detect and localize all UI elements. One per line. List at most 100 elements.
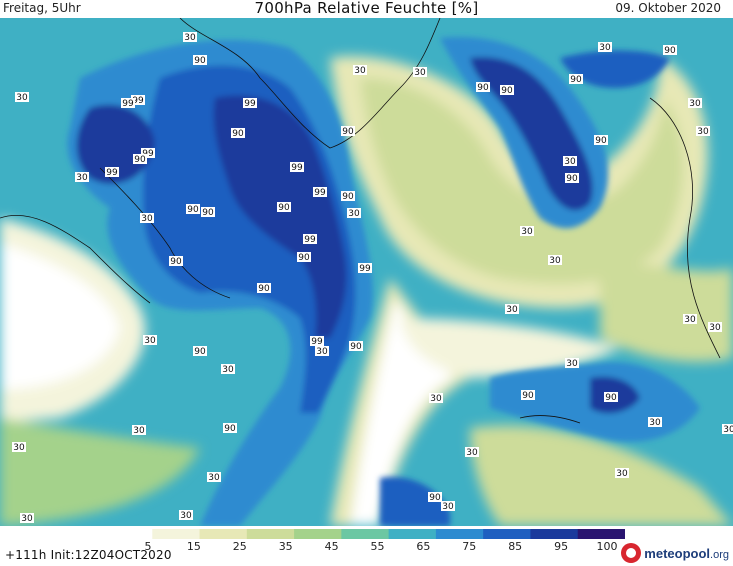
contour-label-background <box>169 256 183 266</box>
colorbar-tick-label: 95 <box>554 540 569 553</box>
contour-label: 90 <box>570 75 582 85</box>
contour-label-background <box>243 98 257 108</box>
contour-label: 30 <box>348 209 360 219</box>
contour-label-background <box>133 154 147 164</box>
saturated-core-northwest <box>213 95 347 338</box>
contour-label: 30 <box>723 425 733 435</box>
contour-label: 30 <box>684 315 696 325</box>
contour-label-background <box>143 335 157 345</box>
contour-label: 30 <box>649 418 661 428</box>
colorbar-segment <box>435 529 484 539</box>
contour-label: 90 <box>258 284 270 294</box>
contour-label: 90 <box>202 208 214 218</box>
contour-label-background <box>347 208 361 218</box>
contour-label: 90 <box>342 192 354 202</box>
contour-label: 30 <box>549 256 561 266</box>
colorbar-tick-label: 85 <box>508 540 523 553</box>
contour-label-background <box>465 447 479 457</box>
contour-label-background <box>313 187 327 197</box>
contour-label-background <box>341 191 355 201</box>
contour-label-background <box>441 501 455 511</box>
contour-label: 30 <box>180 511 192 521</box>
contour-label: 30 <box>133 426 145 436</box>
contour-label-background <box>105 167 119 177</box>
contour-label-background <box>15 92 29 102</box>
colorbar-segment <box>388 529 437 539</box>
model-run-info: +111h Init:12Z04OCT2020 <box>5 548 172 562</box>
forecast-day-label: Freitag, 5Uhr <box>3 1 81 15</box>
saturated-core-northeast <box>470 57 593 211</box>
contour-label: 99 <box>106 168 118 178</box>
contour-label-background <box>708 322 722 332</box>
contour-label-background <box>683 314 697 324</box>
contour-label-background <box>231 128 245 138</box>
contour-label-background <box>12 442 26 452</box>
very-dry-region-west <box>0 243 120 390</box>
colorbar-tick-label: 45 <box>324 540 339 553</box>
dry-region-east <box>600 265 733 362</box>
iceland-coastline <box>519 415 581 424</box>
contour-label-background <box>179 510 193 520</box>
forecast-date-label: 09. Oktober 2020 <box>615 1 721 15</box>
contour-label: 99 <box>359 264 371 274</box>
contour-label-background <box>315 346 329 356</box>
chart-footer: 5 15 25 35 45 55 65 75 85 95 100 +111h Init:12Z04O… <box>0 526 733 566</box>
chart-title: 700hPa Relative Feuchte [%] <box>254 0 479 17</box>
contour-label: 30 <box>616 469 628 479</box>
contour-label-background <box>476 82 490 92</box>
contour-label-background <box>349 341 363 351</box>
contour-label: 90 <box>194 56 206 66</box>
contour-label: 90 <box>605 393 617 403</box>
contour-label: 30 <box>414 68 426 78</box>
contour-label: 30 <box>141 214 153 224</box>
contour-label-background <box>341 126 355 136</box>
moist-cell-north <box>560 50 670 88</box>
contour-label-background <box>201 207 215 217</box>
colorbar-tick-label: 35 <box>278 540 293 553</box>
contour-label: 90 <box>595 136 607 146</box>
contour-label-background <box>290 162 304 172</box>
contour-label: 30 <box>566 359 578 369</box>
contour-label-background <box>132 425 146 435</box>
contour-label: 90 <box>232 129 244 139</box>
contour-label-background <box>648 417 662 427</box>
meteopool-logo[interactable]: meteopool.org <box>621 542 729 564</box>
contour-label: 90 <box>224 424 236 434</box>
contour-label-background <box>500 85 514 95</box>
colorbar-segment <box>483 529 531 539</box>
contour-label: 30 <box>521 227 533 237</box>
contour-label: 30 <box>13 443 25 453</box>
contour-label-background <box>20 513 34 523</box>
moist-cell-south <box>380 477 450 526</box>
colorbar-tick-label: 100 <box>596 540 618 553</box>
contour-label: 30 <box>466 448 478 458</box>
contour-label: 99 <box>291 163 303 173</box>
contour-label: 30 <box>506 305 518 315</box>
contour-label-background <box>131 95 145 105</box>
contour-label-background <box>183 32 197 42</box>
logo-text: meteopool.org <box>644 546 729 561</box>
contour-label: 90 <box>501 86 513 96</box>
contour-label-background <box>569 74 583 84</box>
coastlines <box>0 18 721 424</box>
contour-label: 30 <box>21 514 33 524</box>
contour-label-background <box>353 65 367 75</box>
contour-label-background <box>521 390 535 400</box>
colorbar-segment <box>199 529 248 539</box>
colorbar-tick-label: 55 <box>370 540 385 553</box>
chart-header: Freitag, 5Uhr 700hPa Relative Feuchte [%… <box>0 0 733 18</box>
contour-label: 30 <box>222 365 234 375</box>
colorbar-tick-label: 5 <box>144 540 152 553</box>
contour-label-background <box>565 358 579 368</box>
colorbar <box>105 529 625 539</box>
contour-label: 30 <box>76 173 88 183</box>
contour-label: 90 <box>170 257 182 267</box>
contour-label: 30 <box>316 347 328 357</box>
contour-label-background <box>505 304 519 314</box>
contour-label: 90 <box>350 342 362 352</box>
contour-label-background <box>186 204 200 214</box>
contour-label-background <box>277 202 291 212</box>
contour-label: 99 <box>311 337 323 347</box>
